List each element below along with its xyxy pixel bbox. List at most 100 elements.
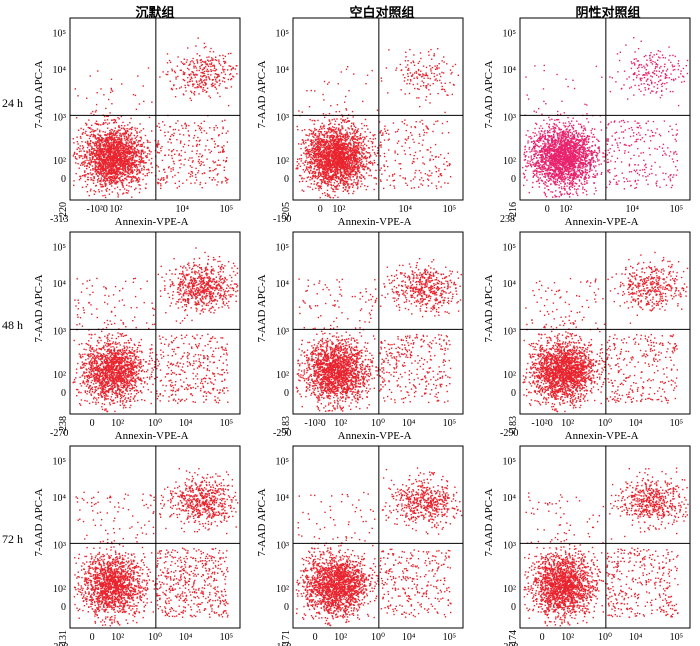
dot-ll: [86, 168, 87, 169]
dot-ll: [139, 163, 140, 164]
dot-ll: [127, 169, 128, 170]
dot-ur: [200, 62, 201, 63]
dot-ll: [80, 165, 81, 166]
dot-ll: [76, 137, 77, 138]
dot-ll: [90, 128, 91, 129]
dot-ll: [98, 189, 99, 190]
dot-ll: [316, 135, 317, 136]
dot-ll: [100, 148, 101, 149]
dot-ll: [91, 174, 92, 175]
dot-ll: [91, 134, 92, 135]
dot-ul: [112, 90, 113, 91]
dot-ur: [209, 79, 210, 80]
dot-ll: [91, 179, 92, 180]
dot-lr: [199, 144, 200, 145]
dot-ll: [110, 142, 111, 143]
dot-ll: [94, 148, 95, 149]
dot-ll: [140, 144, 141, 145]
dot-ll: [116, 150, 117, 151]
dot-ll: [117, 144, 118, 145]
dot-lr: [178, 155, 179, 156]
dot-ll: [98, 148, 99, 149]
dot-lr: [179, 153, 180, 154]
dot-ll: [315, 133, 316, 134]
dot-ll: [82, 148, 83, 149]
dot-ul: [75, 88, 76, 89]
dot-ll: [107, 141, 108, 142]
dot-lr: [226, 160, 227, 161]
dot-lr: [184, 159, 185, 160]
dot-ll: [121, 116, 122, 117]
dot-lr: [188, 145, 189, 146]
dot-ll: [148, 172, 149, 173]
dot-ll: [103, 94, 104, 95]
dot-lr: [204, 173, 205, 174]
dot-ll: [115, 163, 116, 164]
dot-ur: [201, 72, 202, 73]
dot-ll: [139, 146, 140, 147]
dot-ll: [138, 180, 139, 181]
dot-ll: [110, 160, 111, 161]
dot-ll: [115, 153, 116, 154]
dot-ll: [109, 162, 110, 163]
dot-ll: [87, 147, 88, 148]
dot-ll: [125, 153, 126, 154]
dot-ur: [206, 92, 207, 93]
dot-lr: [223, 151, 224, 152]
scatter-points: [296, 48, 460, 198]
dot-ll: [111, 137, 112, 138]
dot-lr: [191, 171, 192, 172]
dot-ll: [146, 183, 147, 184]
dot-ll: [83, 150, 84, 151]
dot-ll: [123, 127, 124, 128]
dot-ur: [231, 86, 232, 87]
dot-ll: [307, 163, 308, 164]
dot-ll: [150, 151, 151, 152]
dot-ll: [103, 170, 104, 171]
dot-ll: [130, 180, 131, 181]
dot-ll: [79, 148, 80, 149]
dot-lr: [226, 157, 227, 158]
dot-ll: [114, 148, 115, 149]
dot-lr: [222, 127, 223, 128]
dot-ur: [187, 59, 188, 60]
dot-ll: [135, 180, 136, 181]
dot-ll: [119, 156, 120, 157]
dot-ll: [123, 187, 124, 188]
dot-ll: [98, 166, 99, 167]
dot-ur: [208, 66, 209, 67]
dot-ll: [126, 190, 127, 191]
dot-ll: [123, 158, 124, 159]
dot-ur: [214, 87, 215, 88]
dot-ur: [229, 74, 230, 75]
dot-ll: [127, 124, 128, 125]
dot-ll: [127, 130, 128, 131]
dot-lr: [182, 128, 183, 129]
dot-ll: [86, 160, 87, 161]
dot-ll: [129, 122, 130, 123]
dot-lr: [212, 179, 213, 180]
dot-ur: [236, 73, 237, 74]
dot-ll: [124, 136, 125, 137]
dot-lr: [177, 187, 178, 188]
dot-ll: [118, 144, 119, 145]
dot-ll: [96, 173, 97, 174]
dot-ur: [227, 69, 228, 70]
dot-ll: [139, 192, 140, 193]
dot-ur: [203, 87, 204, 88]
dot-ll: [107, 128, 108, 129]
dot-ur: [176, 88, 177, 89]
dot-ur: [204, 47, 205, 48]
y-tick-label: 10⁵: [53, 29, 67, 40]
dot-ll: [101, 174, 102, 175]
dot-ll: [117, 156, 118, 157]
dot-lr: [172, 167, 173, 168]
dot-ll: [82, 132, 83, 133]
dot-ur: [211, 57, 212, 58]
dot-ll: [103, 160, 104, 161]
dot-ur: [211, 59, 212, 60]
dot-ll: [139, 170, 140, 171]
dot-ur: [204, 71, 205, 72]
dot-ll: [151, 162, 152, 163]
dot-lr: [159, 170, 160, 171]
